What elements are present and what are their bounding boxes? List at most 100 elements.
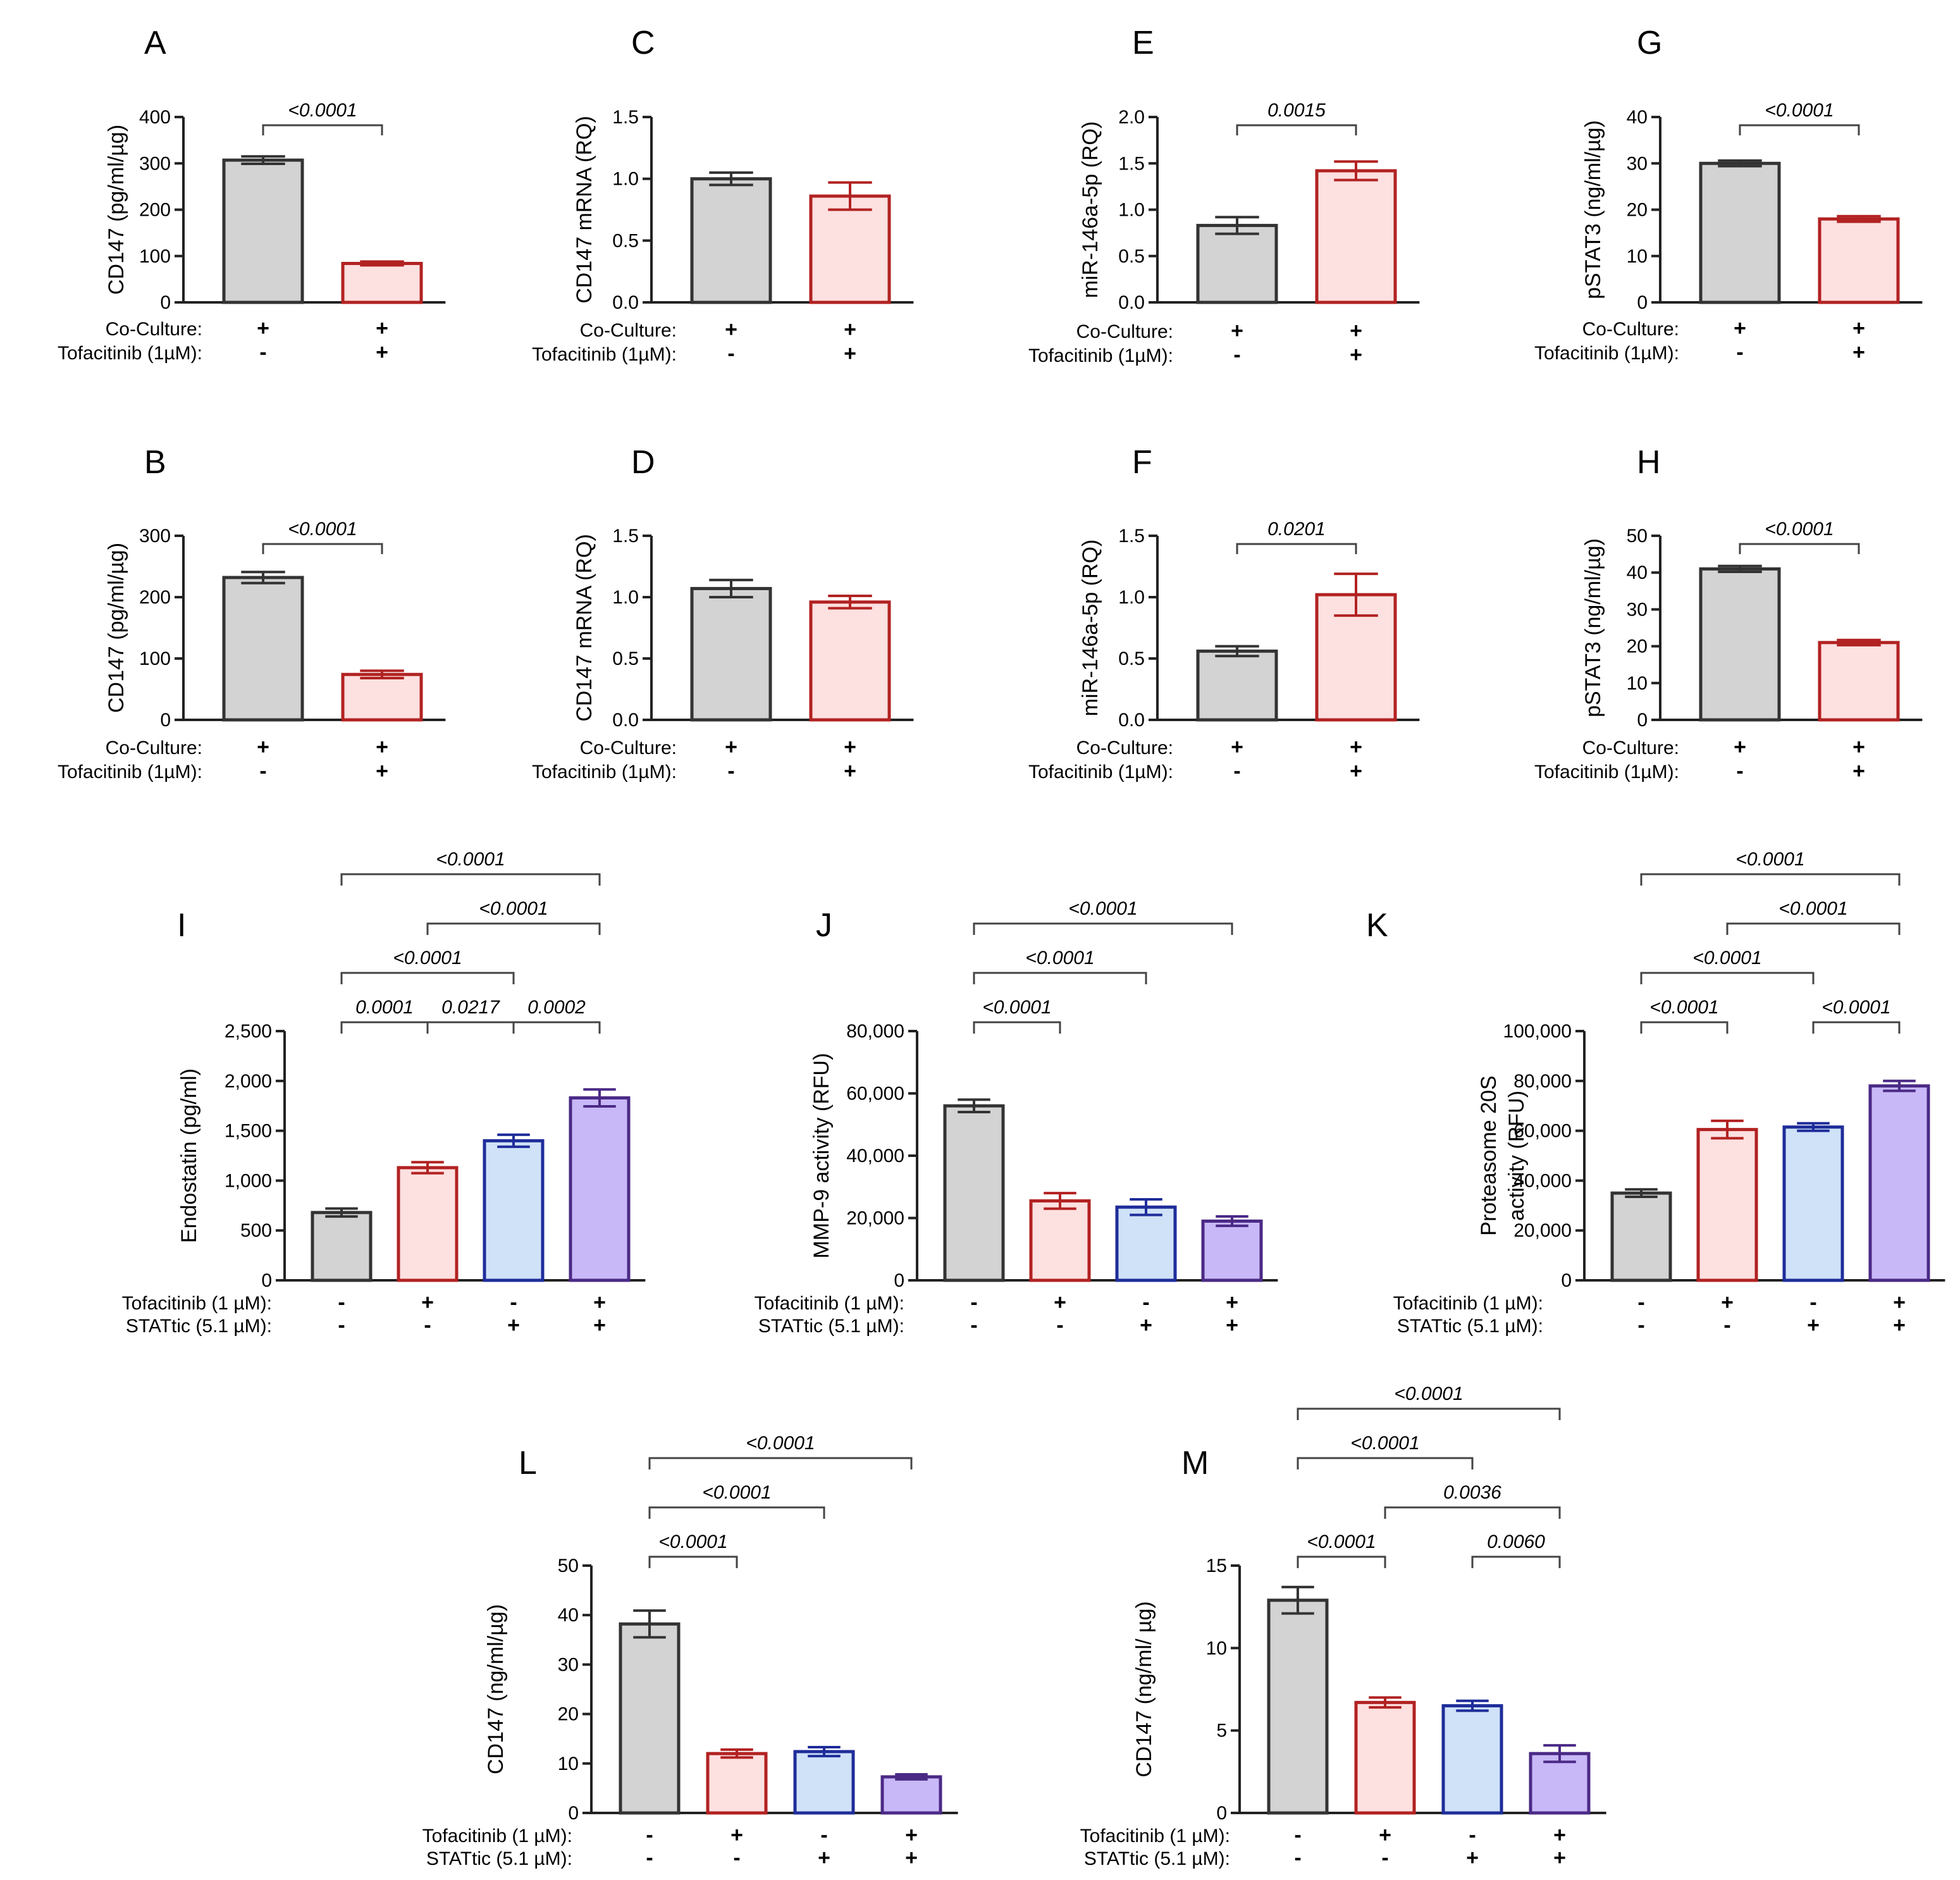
- p-value: 0.0201: [1267, 519, 1326, 540]
- p-value: <0.0001: [1765, 519, 1834, 540]
- significance-bracket: [340, 873, 601, 886]
- condition-sign: +: [257, 316, 269, 340]
- bar: [1201, 1219, 1263, 1282]
- condition-sign: +: [1350, 735, 1362, 759]
- y-axis-title-group: pSTAT3 (ng/ml/µg): [1581, 120, 1605, 299]
- y-tick-label: 30: [1627, 599, 1648, 620]
- condition-sign: +: [376, 735, 388, 759]
- condition-sign: -: [1637, 1313, 1644, 1337]
- significance-bracket: [973, 922, 1233, 935]
- p-value: <0.0001: [436, 849, 505, 870]
- condition-sign: +: [725, 735, 737, 759]
- y-tick-label: 2,500: [225, 1021, 272, 1042]
- y-tick-label: 20,000: [1513, 1220, 1572, 1241]
- bar: [1699, 567, 1781, 722]
- y-tick-label: 10: [1627, 246, 1648, 267]
- y-tick-label: 80,000: [1513, 1071, 1572, 1092]
- p-value: <0.0001: [702, 1482, 771, 1503]
- y-axis-title: CD147 mRNA (RQ): [572, 534, 596, 722]
- condition-sign: +: [1721, 1290, 1734, 1314]
- p-value: <0.0001: [1307, 1531, 1376, 1552]
- condition-sign: +: [593, 1313, 606, 1337]
- significance-bracket: [1640, 873, 1901, 886]
- bar: [1441, 1704, 1503, 1815]
- y-tick-label: 100,000: [1503, 1021, 1572, 1042]
- bar: [793, 1750, 855, 1815]
- y-tick-label: 1.5: [1118, 153, 1145, 174]
- panel-letter: C: [631, 25, 655, 61]
- condition-sign: +: [1350, 343, 1362, 367]
- y-tick-label: 0: [160, 292, 171, 313]
- y-tick-label: 0.0: [1118, 710, 1145, 731]
- condition-sign: +: [905, 1846, 918, 1870]
- panel-h: H 0 10 20 30 40 50 pSTAT3 (ng/ml/µg) Co-Culture:…: [1534, 444, 1923, 783]
- condition-sign: -: [733, 1846, 740, 1870]
- condition-sign: +: [1379, 1823, 1391, 1847]
- significance-bracket: [1640, 1021, 1729, 1034]
- y-tick-label: 40: [558, 1605, 579, 1626]
- y-tick-label: 2.0: [1118, 107, 1145, 128]
- y-tick-label: 1.0: [612, 169, 639, 190]
- condition-sign: -: [1723, 1313, 1730, 1337]
- condition-label: Tofacitinib (1 µM):: [422, 1826, 572, 1846]
- y-tick-label: 100: [139, 246, 171, 267]
- y-tick-label: 40,000: [1513, 1170, 1572, 1191]
- significance-bracket: [1471, 1555, 1561, 1568]
- condition-sign: +: [1553, 1823, 1566, 1847]
- p-value: <0.0001: [1025, 948, 1094, 968]
- bar: [1699, 161, 1781, 304]
- panel-l: L 0 10 20 30 40 50 CD147 (ng/ml/µg) Tofacitinib …: [422, 1433, 958, 1870]
- bar: [222, 576, 304, 722]
- bar: [1196, 649, 1278, 722]
- bar: [483, 1139, 545, 1282]
- y-tick-label: 10: [1627, 673, 1648, 694]
- y-axis-title-group: miR-146a-5p (RQ): [1078, 540, 1102, 717]
- y-axis-title: pSTAT3 (ng/ml/µg): [1581, 120, 1605, 299]
- p-value: 0.0001: [355, 997, 414, 1018]
- y-axis-title: pSTAT3 (ng/ml/µg): [1581, 538, 1605, 717]
- condition-sign: +: [376, 759, 388, 783]
- y-axis-title-line2: activity (RFU): [1505, 1091, 1529, 1221]
- p-value: <0.0001: [658, 1531, 727, 1552]
- condition-label: STATtic (5.1 µM):: [426, 1848, 572, 1869]
- significance-bracket: [340, 1021, 429, 1034]
- p-value: <0.0001: [288, 519, 357, 540]
- y-axis-title: CD147 (ng/ml/ µg): [1132, 1601, 1156, 1777]
- condition-sign: -: [646, 1823, 653, 1847]
- y-tick-label: 80,000: [846, 1021, 904, 1042]
- y-tick-label: 20: [558, 1704, 579, 1725]
- condition-sign: +: [1054, 1290, 1066, 1314]
- condition-sign: +: [1553, 1846, 1566, 1870]
- panel-a: A 0 100 200 300 400 CD147 (pg/ml/µg) Co-Culture…: [58, 25, 446, 364]
- p-value: <0.0001: [1692, 948, 1761, 968]
- y-tick-label: 1.0: [612, 587, 639, 608]
- condition-label: STATtic (5.1 µM):: [758, 1316, 904, 1337]
- condition-sign: +: [1350, 759, 1362, 783]
- condition-sign: +: [818, 1846, 830, 1870]
- panel-k: K 0 20,000 40,000 60,000 80,000 100,000 Proteas…: [1366, 849, 1945, 1337]
- panel-letter: A: [144, 25, 166, 61]
- p-value: <0.0001: [1350, 1433, 1419, 1454]
- condition-label: Tofacitinib (1µM):: [1028, 345, 1173, 366]
- y-tick-label: 0.0: [1118, 292, 1145, 313]
- condition-label: STATtic (5.1 µM):: [1084, 1848, 1230, 1869]
- y-axis-title: CD147 (pg/ml/µg): [104, 125, 128, 295]
- y-tick-label: 1,000: [225, 1170, 272, 1191]
- bar: [809, 194, 891, 304]
- p-value: <0.0001: [393, 948, 462, 968]
- p-value: 0.0015: [1267, 100, 1326, 121]
- condition-sign: +: [593, 1290, 606, 1314]
- significance-bracket: [1739, 543, 1860, 554]
- condition-label: Tofacitinib (1µM):: [58, 343, 202, 364]
- condition-sign: -: [970, 1313, 977, 1337]
- y-tick-label: 1,500: [225, 1121, 272, 1142]
- condition-sign: +: [1734, 316, 1746, 340]
- y-tick-label: 200: [139, 587, 171, 608]
- bar: [690, 177, 772, 304]
- significance-bracket: [262, 543, 383, 554]
- condition-label: Tofacitinib (1 µM):: [755, 1293, 904, 1314]
- bar: [1610, 1191, 1672, 1282]
- condition-sign: -: [510, 1290, 517, 1314]
- y-tick-label: 500: [240, 1220, 272, 1241]
- significance-bracket: [1297, 1407, 1561, 1420]
